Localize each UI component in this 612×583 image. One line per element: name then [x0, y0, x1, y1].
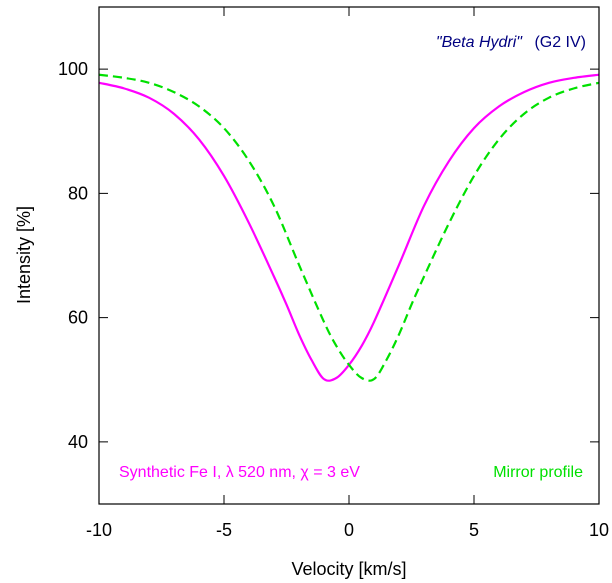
annotation-star-type: (G2 IV)	[534, 34, 586, 51]
y-tick-label: 100	[58, 59, 88, 79]
x-tick-label: -10	[86, 520, 112, 540]
annotation-star: "Beta Hydri" (G2 IV)	[436, 34, 586, 51]
y-axis-title: Intensity [%]	[14, 206, 34, 304]
x-axis-title: Velocity [km/s]	[291, 559, 406, 579]
annotation-star-name: "Beta Hydri"	[436, 34, 523, 51]
ticks-layer: -10 -5 0 5 10 40 60 80 100	[58, 7, 609, 540]
x-tick-label: 10	[589, 520, 609, 540]
x-tick-label: -5	[216, 520, 232, 540]
annotation-synthetic-label: Synthetic Fe I, λ 520 nm, χ = 3 eV	[119, 464, 360, 481]
y-tick-label: 80	[68, 183, 88, 203]
x-tick-label: 5	[469, 520, 479, 540]
y-tick-label: 60	[68, 308, 88, 328]
series-line-1	[98, 73, 600, 382]
annotation-mirror-label: Mirror profile	[493, 464, 583, 481]
series-line-0	[98, 73, 600, 382]
y-tick-label: 40	[68, 432, 88, 452]
plot-frame	[98, 6, 600, 505]
x-tick-label: 0	[344, 520, 354, 540]
series-layer	[98, 73, 600, 382]
